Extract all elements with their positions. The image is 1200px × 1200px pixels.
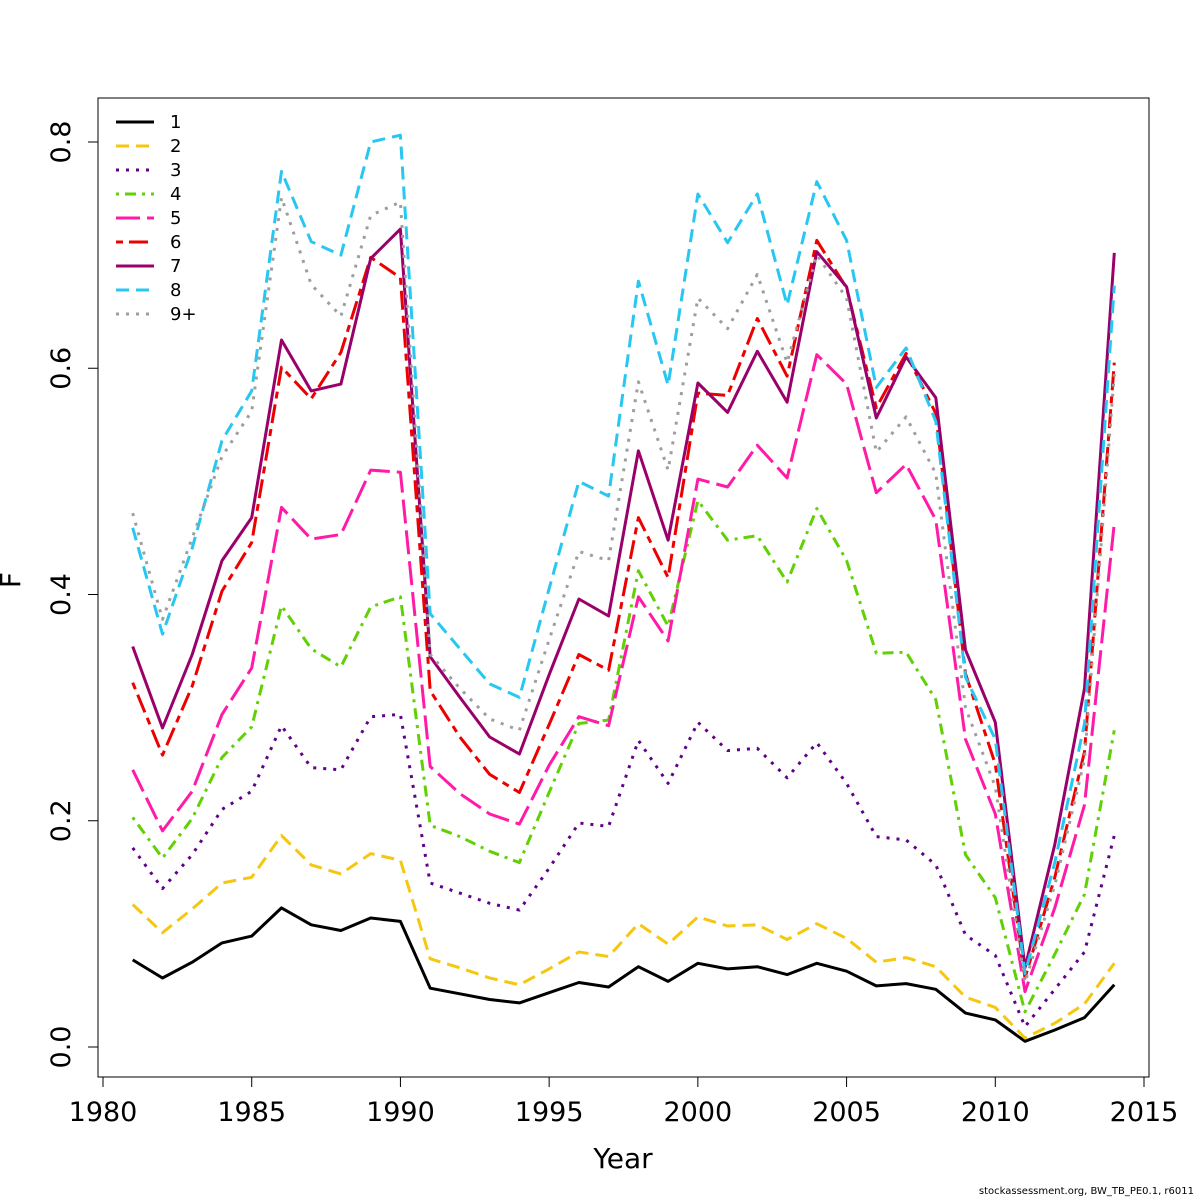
x-tick-label: 2015 [1110,1097,1179,1128]
legend-label: 4 [170,184,181,205]
x-tick-label: 1995 [515,1097,584,1128]
series-line-8 [131,133,1116,975]
legend-label: 1 [170,112,181,133]
series-line-3 [131,712,1116,1029]
x-tick-label: 2000 [663,1097,732,1128]
series-line-5 [131,353,1116,994]
x-tick-label: 1990 [366,1097,435,1128]
footer-source-note: stockassessment.org, BW_TB_PE0.1, r6011 [978,1186,1194,1197]
y-tick-label: 0.2 [46,799,77,842]
legend-label: 6 [170,232,181,253]
series-line-9 [131,195,1116,984]
legend: 1 2 3 4 5 6 7 8 9+ [116,112,197,325]
series-line-7 [131,227,1116,970]
legend-label: 3 [170,160,181,181]
series-line-4 [131,499,1116,1014]
legend-label: 7 [170,256,181,277]
y-tick-label: 0.6 [46,347,77,390]
x-tick-label: 2005 [812,1097,881,1128]
y-tick-label: 0.4 [46,573,77,616]
x-axis: 1980 1985 1990 1995 2000 2005 2010 2015 [69,1076,1179,1128]
series-line-1 [131,906,1116,1043]
x-tick-label: 1985 [217,1097,286,1128]
series-lines [131,133,1116,1043]
x-axis-title: Year [592,1142,653,1175]
series-line-2 [131,834,1116,1040]
legend-label: 5 [170,208,181,229]
x-tick-label: 1980 [69,1097,138,1128]
y-tick-label: 0.8 [46,121,77,164]
legend-label: 9+ [170,304,197,325]
y-axis: 0.0 0.2 0.4 0.6 0.8 [46,121,99,1069]
legend-label: 8 [170,280,181,301]
legend-label: 2 [170,136,181,157]
x-tick-label: 2010 [961,1097,1030,1128]
y-tick-label: 0.0 [46,1026,77,1069]
y-axis-title: F [0,572,27,588]
